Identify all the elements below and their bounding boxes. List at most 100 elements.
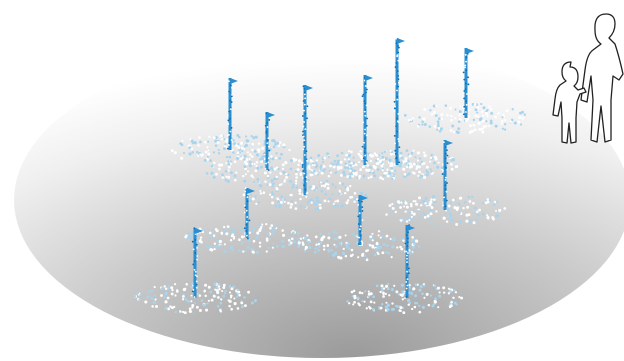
dot	[196, 292, 199, 296]
dot	[376, 245, 380, 249]
pole-dot	[395, 157, 397, 160]
dot	[469, 219, 473, 222]
pole-dot	[395, 37, 397, 40]
dot	[376, 251, 379, 254]
dot	[388, 160, 391, 163]
dot	[322, 244, 326, 248]
dot	[274, 156, 278, 160]
pole-dot	[305, 192, 308, 195]
dot	[216, 305, 220, 308]
dot	[433, 125, 437, 128]
pole-dot	[228, 90, 231, 93]
dot	[213, 136, 216, 139]
dot	[445, 220, 449, 223]
dot	[216, 141, 220, 144]
dot	[261, 146, 265, 150]
dot	[227, 165, 231, 169]
dot	[164, 287, 168, 291]
pole-dot	[195, 283, 198, 286]
dot	[205, 308, 209, 312]
dot	[466, 205, 470, 209]
dot	[223, 229, 226, 233]
dot	[417, 304, 421, 307]
dot	[271, 157, 275, 161]
dot	[494, 115, 497, 119]
dot	[359, 168, 363, 172]
dot	[255, 235, 259, 239]
pole-dot	[364, 102, 367, 105]
dot	[160, 294, 163, 297]
dot	[329, 164, 332, 168]
pole-dot	[191, 240, 194, 243]
dot	[408, 218, 411, 222]
pole-dot	[398, 93, 401, 96]
dot	[433, 284, 437, 288]
dot	[405, 205, 409, 209]
dot	[340, 173, 343, 177]
dot	[421, 120, 425, 123]
dot	[289, 167, 293, 171]
dot	[239, 228, 242, 231]
dot	[319, 241, 323, 245]
dot	[408, 165, 412, 169]
dot	[298, 159, 302, 163]
dot	[318, 206, 322, 210]
pole-dot	[406, 270, 408, 273]
pole-dot	[397, 59, 400, 62]
dot	[221, 137, 224, 141]
dot	[206, 146, 209, 149]
dot	[325, 179, 329, 183]
pole-dot	[263, 153, 266, 156]
dot	[200, 154, 204, 157]
pole-dot	[406, 257, 408, 260]
dot	[338, 241, 342, 245]
pole-dot	[444, 184, 447, 187]
dot	[458, 114, 461, 117]
dot	[240, 146, 244, 150]
dot	[423, 175, 427, 179]
dot	[136, 292, 140, 295]
dot	[243, 179, 247, 183]
dot	[319, 232, 322, 236]
pole-dot	[229, 99, 231, 102]
pole-dot	[361, 206, 364, 209]
dot	[435, 104, 438, 107]
dot	[503, 118, 507, 122]
dot	[434, 222, 438, 225]
dot	[345, 153, 349, 157]
pole-dot	[396, 55, 399, 58]
dot	[489, 107, 493, 111]
pole-dot	[365, 124, 368, 127]
dot	[271, 191, 274, 194]
dot	[510, 118, 514, 122]
pole-dot	[406, 263, 409, 266]
pole-dot	[366, 117, 368, 120]
dot	[405, 149, 409, 153]
dot	[228, 304, 231, 308]
dot	[403, 205, 406, 208]
dot	[418, 288, 422, 292]
dot	[369, 292, 373, 296]
dot	[232, 151, 235, 154]
dot	[281, 167, 285, 170]
pole-dot	[394, 149, 397, 152]
pole-dot	[363, 110, 366, 113]
dot	[429, 200, 433, 204]
dot	[470, 129, 474, 133]
dot	[498, 208, 502, 212]
dot	[189, 236, 193, 240]
dot	[269, 227, 272, 230]
dot	[327, 249, 331, 253]
dot	[230, 160, 233, 163]
dot	[336, 165, 340, 169]
dot	[225, 162, 228, 165]
dot	[336, 204, 339, 208]
dot	[436, 286, 440, 290]
dot	[447, 292, 450, 295]
dot	[436, 128, 439, 131]
dot	[267, 246, 270, 249]
dot	[146, 295, 150, 299]
dot	[349, 254, 353, 258]
pole-dot	[364, 82, 367, 85]
dot	[166, 296, 170, 300]
